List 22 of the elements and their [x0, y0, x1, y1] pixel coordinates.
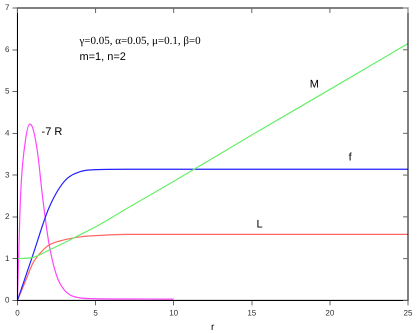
- series-label: -7 R: [42, 126, 62, 138]
- y-tick-label: 5: [4, 86, 10, 96]
- y-tick-label: 6: [4, 44, 10, 54]
- x-tick-label: 20: [325, 308, 335, 318]
- x-tick-label: 10: [169, 308, 179, 318]
- y-tick-label: 1: [4, 254, 10, 263]
- y-tick-label: 3: [4, 170, 10, 180]
- y-tick-label: 4: [4, 128, 10, 138]
- x-tick-label: 25: [404, 308, 413, 318]
- x-tick-label: 5: [93, 308, 98, 318]
- annotation: γ=0.05, α=0.05, μ=0.1, β=0: [78, 34, 202, 47]
- x-tick-label: 15: [247, 308, 257, 318]
- y-tick-label: 0: [4, 296, 10, 305]
- series-label: f: [348, 151, 353, 164]
- line-series: [17, 124, 174, 300]
- annotation: m=1, n=2: [79, 51, 126, 64]
- x-tick-label: 0: [15, 308, 20, 318]
- y-tick-label: 2: [4, 212, 10, 222]
- series-label: L: [256, 218, 263, 230]
- y-tick-label: 7: [4, 3, 10, 12]
- x-axis-title: r: [211, 322, 216, 333]
- series-label: M: [310, 78, 319, 91]
